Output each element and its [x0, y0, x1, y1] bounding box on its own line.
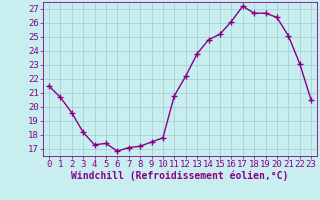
- X-axis label: Windchill (Refroidissement éolien,°C): Windchill (Refroidissement éolien,°C): [71, 171, 289, 181]
